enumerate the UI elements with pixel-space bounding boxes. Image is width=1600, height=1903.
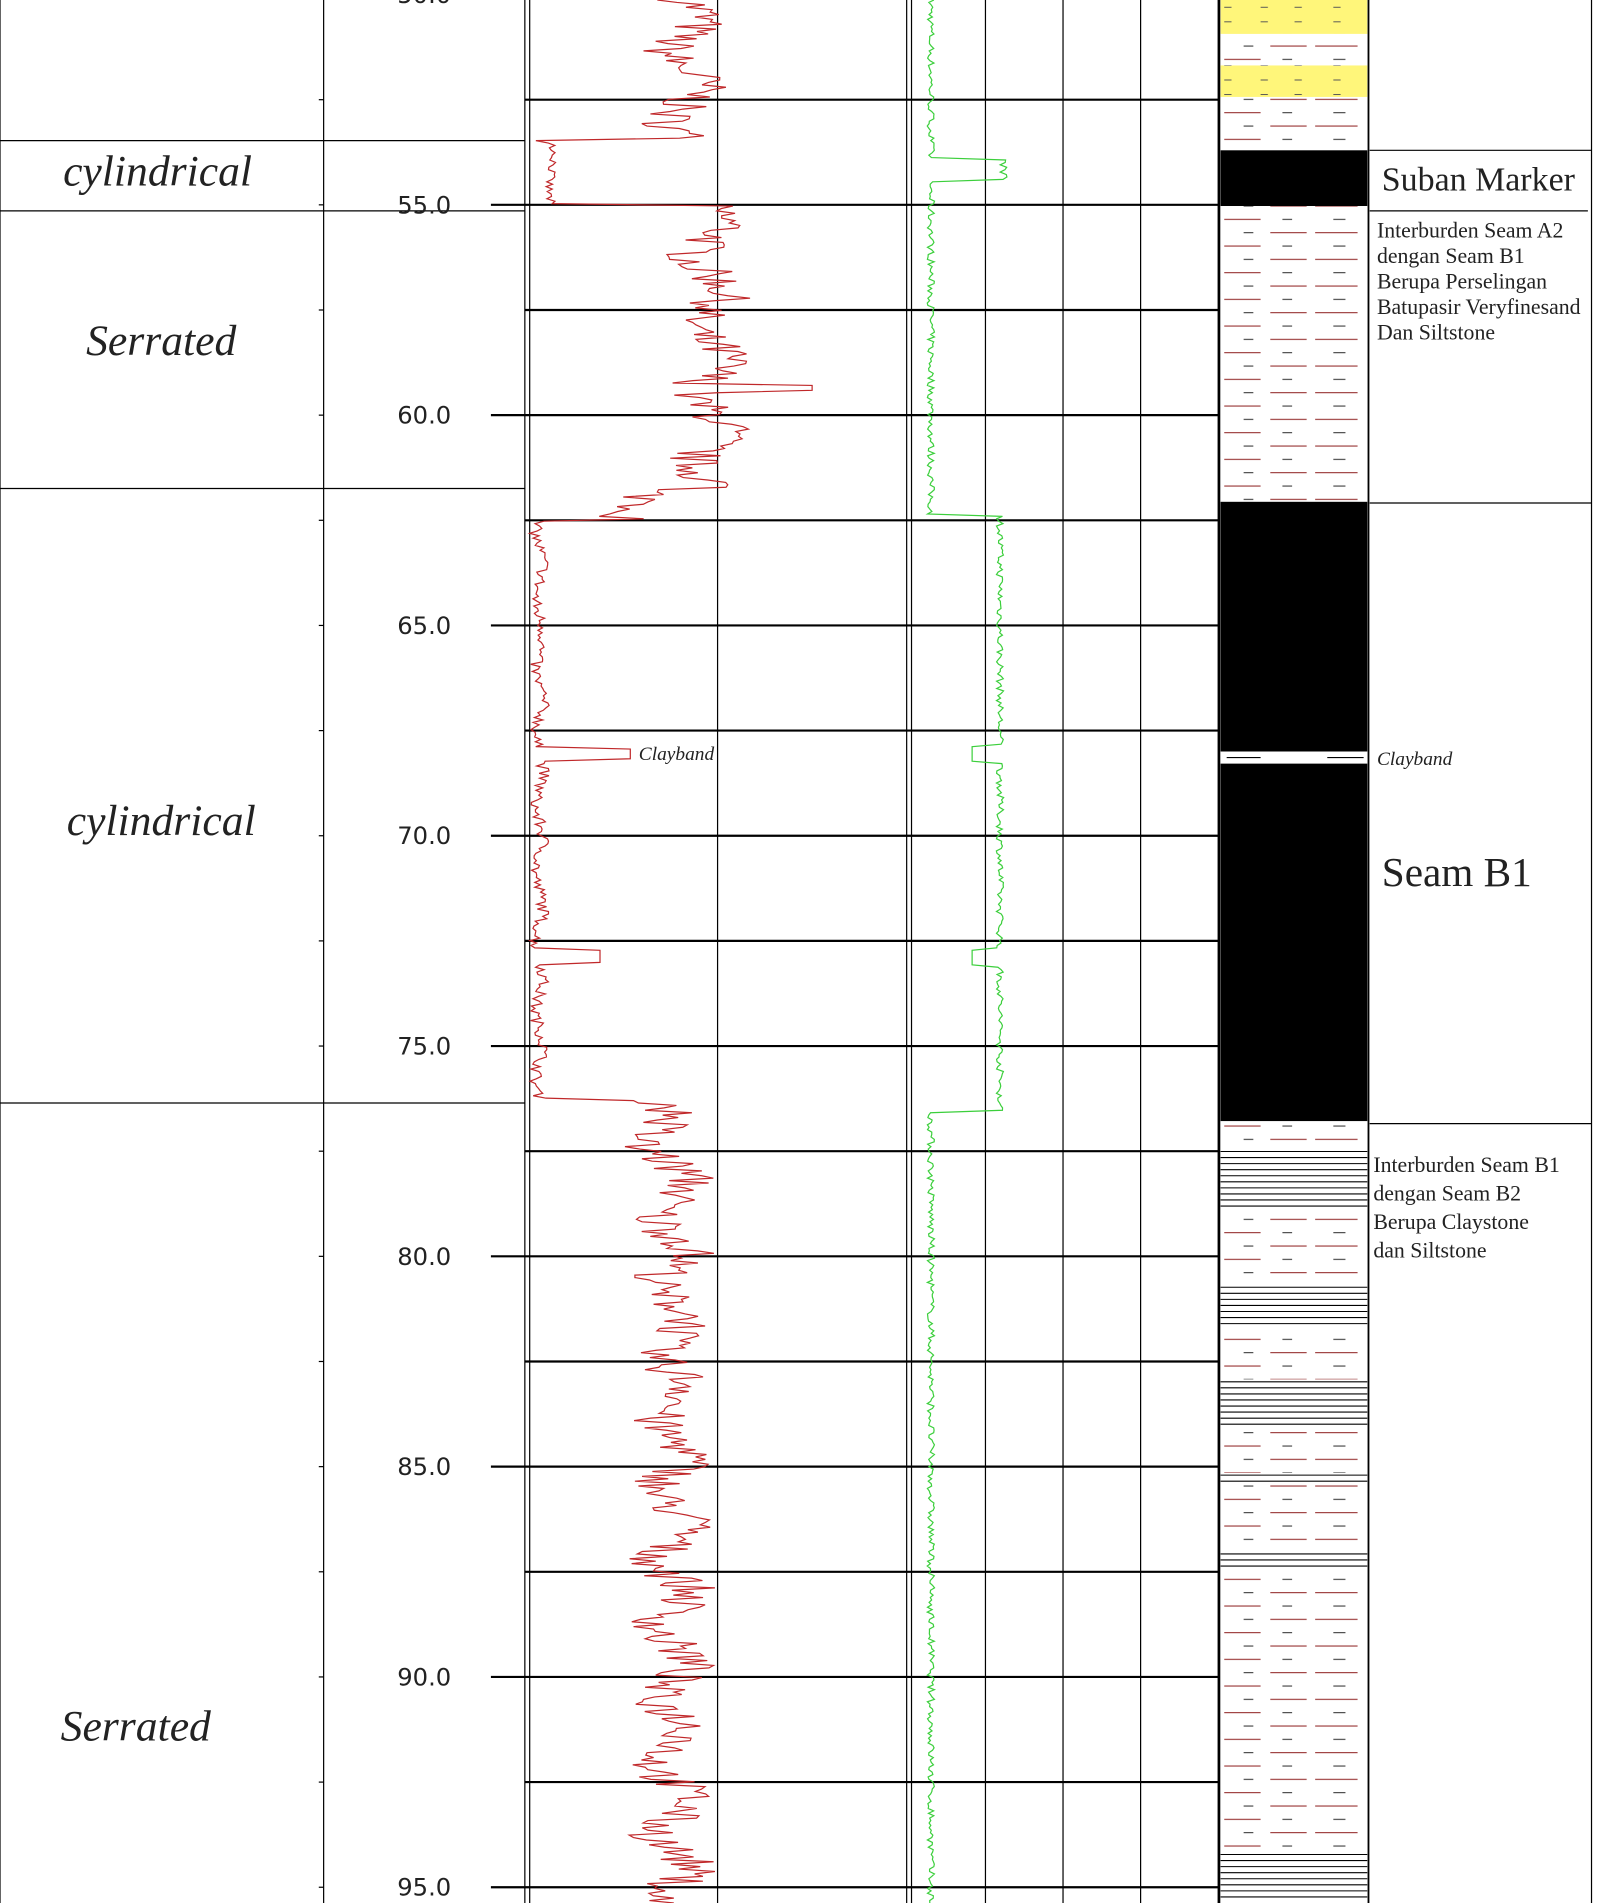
lithology-bed xyxy=(1220,150,1368,207)
depth-label: 70.0 xyxy=(397,821,451,850)
unit-label: Suban Marker xyxy=(1382,161,1575,198)
density-curve xyxy=(925,0,1008,1903)
description-line: dan Siltstone xyxy=(1373,1239,1486,1263)
facies-label: cylindrical xyxy=(67,797,256,845)
depth-label: 75.0 xyxy=(397,1032,451,1061)
lithology-bed xyxy=(1220,751,1368,764)
claystone-band xyxy=(1220,1472,1368,1485)
description-line: Berupa Perselingan xyxy=(1377,269,1547,293)
description-line: Dan Siltstone xyxy=(1377,320,1495,344)
lithology-bed xyxy=(1220,206,1368,502)
description-line: Berupa Claystone xyxy=(1373,1210,1529,1234)
description-line: Interburden Seam B1 xyxy=(1373,1153,1559,1177)
facies-label: cylindrical xyxy=(63,147,252,195)
unit-label: Seam B1 xyxy=(1382,849,1532,895)
facies-label: Serrated xyxy=(61,1703,211,1751)
description-line: dengan Seam B1 xyxy=(1377,244,1525,268)
lithology-bed xyxy=(1220,1121,1368,1903)
gamma-ray-curve xyxy=(527,0,813,1903)
lithology-bed xyxy=(1220,763,1368,1122)
depth-label: 95.0 xyxy=(397,1873,451,1902)
description-line: Batupasir Veryfinesand xyxy=(1377,295,1581,319)
lithology-bed xyxy=(1220,96,1368,151)
lithology-bed xyxy=(1220,0,1368,34)
depth-label: 80.0 xyxy=(397,1242,451,1271)
depth-label: 50.0 xyxy=(397,0,451,9)
description-line: dengan Seam B2 xyxy=(1373,1182,1521,1206)
description-line: Interburden Seam A2 xyxy=(1377,219,1563,243)
lithology-bed xyxy=(1220,65,1368,97)
depth-label: 55.0 xyxy=(397,190,451,219)
depth-label: 60.0 xyxy=(397,401,451,430)
claystone-band xyxy=(1220,1379,1368,1431)
lithology-bed xyxy=(1220,501,1368,752)
facies-label: Serrated xyxy=(86,317,236,365)
claystone-band xyxy=(1220,1852,1368,1903)
claystone-band xyxy=(1220,1149,1368,1213)
depth-label: 85.0 xyxy=(397,1452,451,1481)
log-annotation: Clayband xyxy=(639,744,715,765)
depth-label: 90.0 xyxy=(397,1662,451,1691)
unit-label: Clayband xyxy=(1377,749,1453,770)
texts: cylindrical Serrated cylindrical Serrate… xyxy=(61,0,1581,1902)
depth-label: 65.0 xyxy=(397,611,451,640)
lithology-bed xyxy=(1220,33,1368,66)
claystone-band xyxy=(1220,1284,1368,1328)
